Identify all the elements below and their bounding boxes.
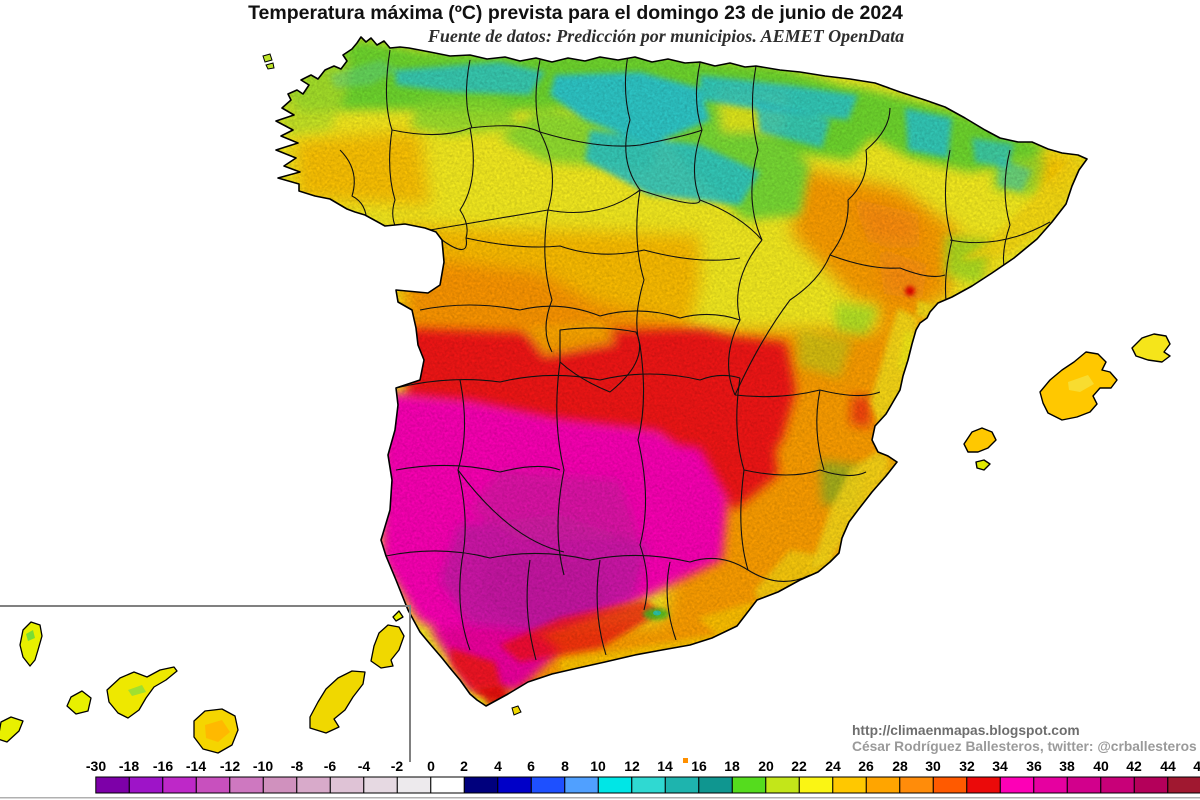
svg-text:20: 20 [758,758,774,774]
svg-text:-30: -30 [86,758,106,774]
svg-text:-18: -18 [119,758,139,774]
svg-text:30: 30 [925,758,941,774]
svg-text:38: 38 [1059,758,1075,774]
svg-text:26: 26 [858,758,874,774]
svg-text:-14: -14 [186,758,206,774]
svg-text:-2: -2 [391,758,404,774]
svg-text:-12: -12 [220,758,240,774]
svg-text:-10: -10 [253,758,273,774]
svg-text:28: 28 [892,758,908,774]
svg-text:22: 22 [791,758,807,774]
svg-text:36: 36 [1026,758,1042,774]
svg-text:12: 12 [624,758,640,774]
svg-text:18: 18 [724,758,740,774]
svg-text:0: 0 [427,758,435,774]
svg-text:-16: -16 [153,758,173,774]
svg-text:24: 24 [825,758,841,774]
svg-text:-4: -4 [358,758,371,774]
svg-text:42: 42 [1126,758,1142,774]
svg-text:32: 32 [959,758,975,774]
svg-text:44: 44 [1160,758,1176,774]
svg-text:14: 14 [657,758,673,774]
svg-text:8: 8 [561,758,569,774]
svg-text:46: 46 [1193,758,1200,774]
svg-text:40: 40 [1093,758,1109,774]
svg-text:34: 34 [992,758,1008,774]
svg-text:2: 2 [460,758,468,774]
svg-text:6: 6 [527,758,535,774]
svg-text:4: 4 [494,758,502,774]
svg-text:-6: -6 [324,758,337,774]
svg-text:-8: -8 [291,758,304,774]
svg-text:16: 16 [691,758,707,774]
svg-text:10: 10 [590,758,606,774]
